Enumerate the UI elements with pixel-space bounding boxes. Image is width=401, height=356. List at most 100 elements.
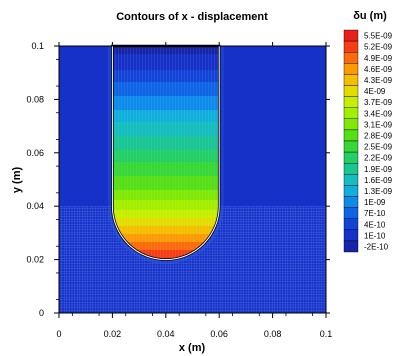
- contour-band: [112, 190, 220, 193]
- y-tick-label: 0: [39, 308, 44, 318]
- contour-band: [112, 76, 220, 79]
- contour-band: [112, 180, 220, 183]
- contour-band: [112, 222, 220, 225]
- contour-band: [112, 238, 220, 241]
- x-tick-label: 0.02: [104, 329, 122, 339]
- contour-band: [112, 114, 220, 117]
- contour-band: [112, 130, 220, 133]
- colorbar-swatch: [343, 151, 359, 164]
- colorbar-swatch: [343, 185, 359, 197]
- colorbar-label: 4E-10: [364, 220, 386, 229]
- contour-band: [112, 202, 220, 205]
- contour-band: [112, 178, 220, 181]
- contour-band: [112, 132, 220, 135]
- colorbar-label: 1.6E-09: [364, 176, 393, 185]
- contour-band: [112, 88, 220, 91]
- colorbar-swatch: [343, 196, 359, 208]
- contour-band: [112, 242, 220, 245]
- contour-band: [112, 162, 220, 165]
- contour-band: [112, 118, 220, 121]
- contour-band: [112, 218, 220, 221]
- contour-band: [112, 56, 220, 59]
- colorbar-label: 4.3E-09: [364, 76, 393, 85]
- contour-band: [112, 166, 220, 169]
- y-tick-label: 0.06: [26, 148, 44, 158]
- contour-band: [112, 92, 220, 95]
- contour-band: [112, 156, 220, 159]
- colorbar-label: 5.5E-09: [364, 32, 393, 41]
- colorbar-label: 1.9E-09: [364, 165, 393, 174]
- contour-band: [112, 120, 220, 123]
- contour-band: [112, 78, 220, 81]
- contour-band: [112, 104, 220, 107]
- contour-band: [112, 164, 220, 167]
- colorbar-label: 2.8E-09: [364, 131, 393, 140]
- contour-band: [112, 84, 220, 87]
- colorbar-label: 1.3E-09: [364, 187, 393, 196]
- colorbar-swatch: [343, 207, 359, 219]
- contour-band: [112, 144, 220, 147]
- contour-band: [112, 184, 220, 187]
- colorbar-swatch: [343, 40, 359, 53]
- colorbar-label: 1E-10: [364, 231, 386, 240]
- contour-band: [112, 64, 220, 67]
- colorbar-swatch: [343, 174, 359, 186]
- contour-band: [112, 102, 220, 105]
- colorbar-label: 3.7E-09: [364, 98, 393, 107]
- contour-band: [112, 82, 220, 85]
- contour-band: [112, 94, 220, 97]
- contour-band: [112, 152, 220, 155]
- contour-band: [112, 54, 220, 57]
- contour-band: [112, 74, 220, 77]
- y-tick-label: 0.04: [26, 201, 44, 211]
- contour-band: [112, 72, 220, 75]
- colorbar-label: 4.9E-09: [364, 54, 393, 63]
- contour-band: [112, 122, 220, 125]
- colorbar-label: 4.6E-09: [364, 65, 393, 74]
- contour-band: [112, 214, 220, 217]
- contour-band: [112, 244, 220, 247]
- contour-band: [112, 148, 220, 151]
- contour-band: [112, 220, 220, 223]
- colorbar-swatch: [343, 85, 359, 97]
- contour-band: [112, 110, 220, 113]
- contour-band: [112, 230, 220, 233]
- y-tick-label: 0.1: [31, 41, 44, 51]
- colorbar-swatch: [343, 96, 359, 108]
- colorbar-label: 2.2E-09: [364, 154, 393, 163]
- contour-band: [112, 62, 220, 65]
- channel-contours: [112, 46, 220, 260]
- contour-band: [112, 168, 220, 171]
- colorbar-swatch: [343, 240, 359, 253]
- contour-band: [112, 158, 220, 161]
- colorbar-label: 7E-10: [364, 209, 386, 218]
- contour-band: [112, 176, 220, 179]
- contour-band: [112, 154, 220, 157]
- contour-band: [112, 196, 220, 199]
- x-tick-label: 0.08: [264, 329, 282, 339]
- contour-band: [112, 256, 220, 259]
- contour-band: [112, 208, 220, 211]
- colorbar-swatch: [343, 129, 359, 142]
- contour-band: [112, 248, 220, 251]
- contour-band: [112, 224, 220, 227]
- contour-band: [112, 124, 220, 127]
- x-tick-label: 0.06: [210, 329, 228, 339]
- contour-band: [112, 116, 220, 119]
- contour-band: [112, 60, 220, 63]
- contour-band: [112, 246, 220, 249]
- colorbar-label: 5.2E-09: [364, 43, 393, 52]
- contour-band: [112, 194, 220, 197]
- contour-band: [112, 134, 220, 137]
- contour-band: [112, 204, 220, 207]
- contour-band: [112, 174, 220, 177]
- colorbar-title: δu (m): [353, 10, 387, 22]
- x-tick-label: 0.1: [320, 329, 333, 339]
- colorbar-label: 2.5E-09: [364, 143, 393, 152]
- contour-band: [112, 206, 220, 209]
- contour-band: [112, 112, 220, 115]
- contour-band: [112, 146, 220, 149]
- contour-band: [112, 58, 220, 61]
- contour-band: [112, 254, 220, 257]
